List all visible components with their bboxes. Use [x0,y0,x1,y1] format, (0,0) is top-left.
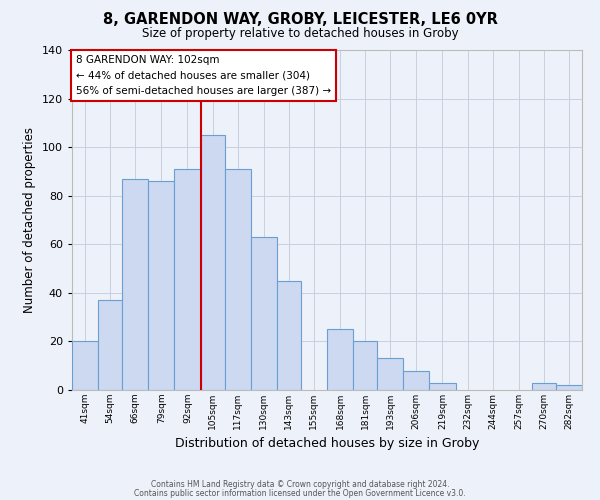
Bar [353,342,377,390]
Text: 8, GARENDON WAY, GROBY, LEICESTER, LE6 0YR: 8, GARENDON WAY, GROBY, LEICESTER, LE6 0… [103,12,497,28]
Text: 8 GARENDON WAY: 102sqm
← 44% of detached houses are smaller (304)
56% of semi-de: 8 GARENDON WAY: 102sqm ← 44% of detached… [76,55,331,96]
Bar [72,342,98,390]
Text: Contains public sector information licensed under the Open Government Licence v3: Contains public sector information licen… [134,488,466,498]
Bar [377,358,403,390]
Text: Size of property relative to detached houses in Groby: Size of property relative to detached ho… [142,28,458,40]
Y-axis label: Number of detached properties: Number of detached properties [23,127,36,313]
Bar [327,330,353,390]
Bar [224,169,251,390]
Bar [556,385,582,390]
Bar [175,169,200,390]
X-axis label: Distribution of detached houses by size in Groby: Distribution of detached houses by size … [175,438,479,450]
Bar [277,280,301,390]
Bar [148,181,175,390]
Bar [122,178,148,390]
Text: Contains HM Land Registry data © Crown copyright and database right 2024.: Contains HM Land Registry data © Crown c… [151,480,449,489]
Bar [403,370,430,390]
Bar [532,382,556,390]
Bar [200,135,224,390]
Bar [251,237,277,390]
Bar [98,300,122,390]
Bar [430,382,455,390]
